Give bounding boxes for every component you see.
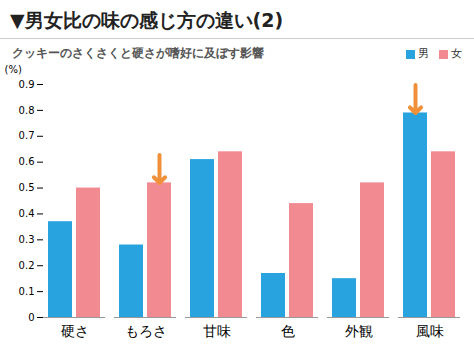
svg-text:色: 色 [281, 323, 295, 339]
svg-text:0.1: 0.1 [19, 286, 35, 297]
html-text:男: 男 [418, 47, 429, 60]
svg-text:(%): (%) [5, 64, 22, 75]
svg-text:0.7: 0.7 [19, 130, 35, 141]
html-text:女: 女 [451, 47, 462, 60]
svg-text:0.8: 0.8 [19, 105, 35, 116]
svg-text:硬さ: 硬さ [61, 323, 89, 339]
svg-text:0: 0 [28, 312, 34, 323]
svg-text:0.9: 0.9 [19, 79, 35, 90]
svg-text:0.6: 0.6 [19, 156, 35, 167]
svg-text:外観: 外観 [345, 323, 373, 339]
svg-text:0.5: 0.5 [19, 182, 35, 193]
html-text:クッキーのさくさくと硬さが嗜好に及ぼす影響: クッキーのさくさくと硬さが嗜好に及ぼす影響 [12, 46, 264, 60]
svg-text:0.4: 0.4 [19, 208, 35, 219]
html-text:▼男女比の味の感じ方の違い(2): ▼男女比の味の感じ方の違い(2) [10, 9, 284, 31]
svg-text:0.2: 0.2 [19, 260, 35, 271]
svg-text:風味: 風味 [416, 323, 444, 339]
svg-text:0.3: 0.3 [19, 234, 35, 245]
svg-text:甘味: 甘味 [203, 323, 231, 339]
svg-text:もろさ: もろさ [125, 323, 167, 339]
